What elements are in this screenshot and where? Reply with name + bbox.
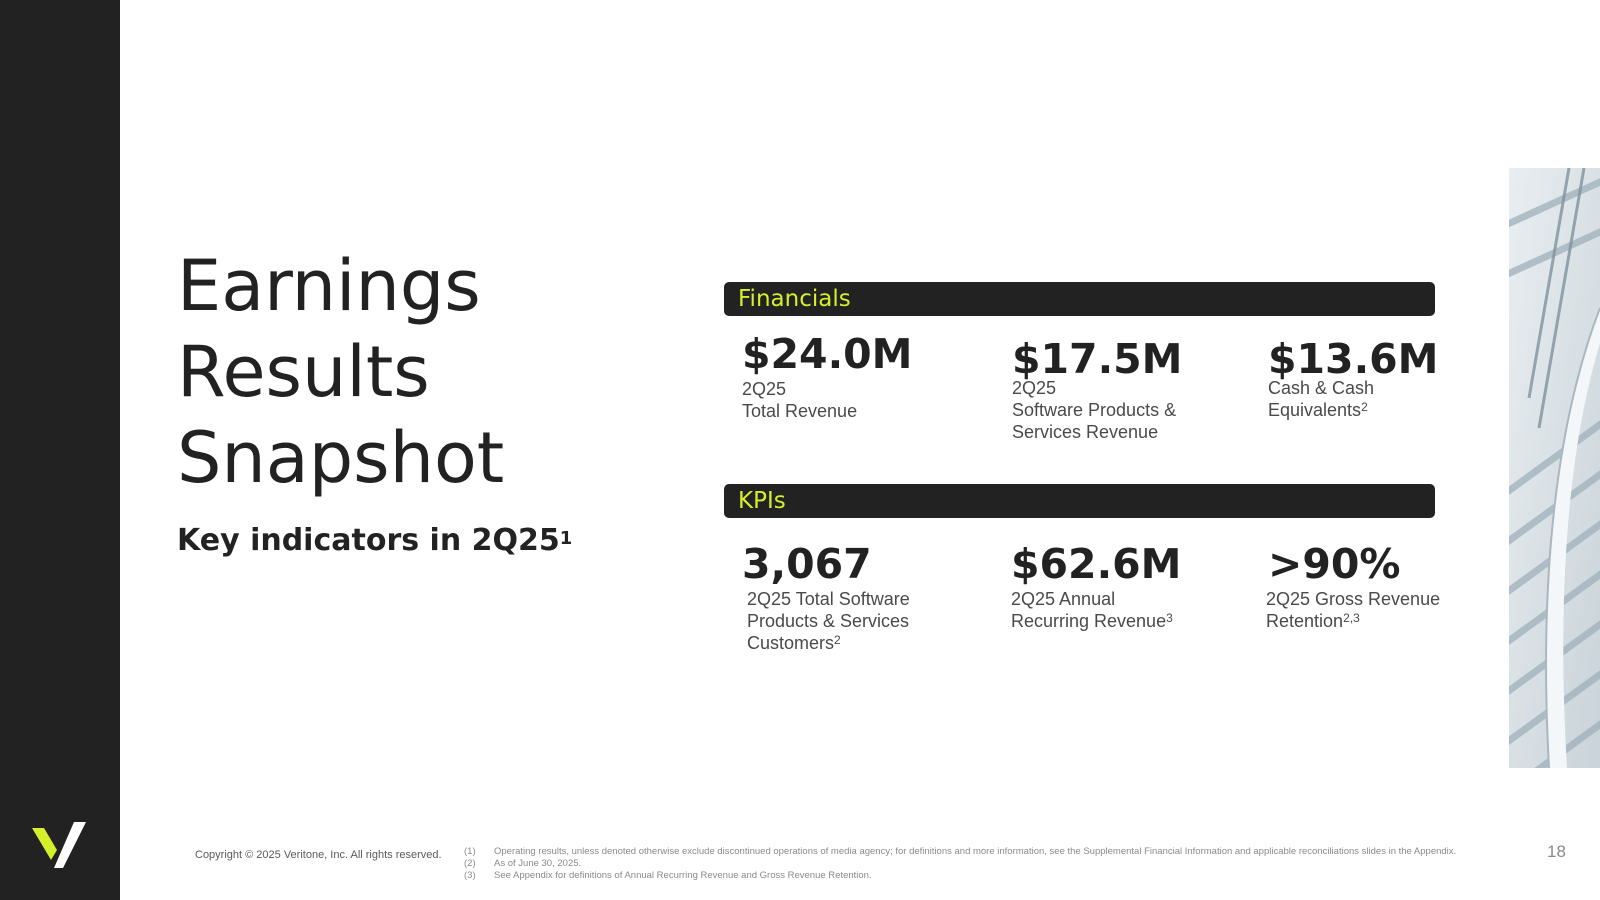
- metric-label-line: Recurring Revenue3: [1011, 610, 1182, 632]
- veritone-logo-icon: [32, 822, 86, 868]
- metric-footnote-ref: 2: [834, 633, 841, 647]
- metric-label-text: Customers: [747, 633, 835, 653]
- metric-value: $17.5M: [1012, 335, 1183, 383]
- metric-label-text: Recurring Revenue: [1011, 611, 1167, 631]
- metric-label-line: 2Q25: [1012, 378, 1057, 398]
- footnote-item: (2) As of June 30, 2025.: [464, 858, 1519, 870]
- metric-label-line: Cash & Cash: [1268, 378, 1375, 398]
- metric-label-line: Retention2,3: [1266, 610, 1440, 632]
- metric-label: Cash & Cash Equivalents2: [1268, 377, 1439, 421]
- subtitle-text: Key indicators in 2Q25: [177, 523, 560, 558]
- metric-label-line: Services Revenue: [1012, 422, 1159, 442]
- metric-label-line: Software Products &: [1012, 400, 1177, 420]
- footnote-item: (3) See Appendix for definitions of Annu…: [464, 870, 1519, 882]
- kpis-header: KPIs: [738, 488, 786, 514]
- sidebar: [0, 0, 120, 900]
- metric-label-text: Retention: [1266, 611, 1344, 631]
- metric-footnote-ref: 3: [1166, 611, 1173, 625]
- metric-label-line: Customers2: [747, 632, 910, 654]
- metric-total-revenue: $24.0M 2Q25 Total Revenue: [742, 330, 913, 422]
- metric-label-text: Equivalents: [1268, 400, 1362, 420]
- page-number: 18: [1547, 842, 1566, 861]
- footnotes: (1) Operating results, unless denoted ot…: [464, 846, 1519, 882]
- metric-value: 3,067: [742, 540, 872, 588]
- footnote-text: As of June 30, 2025.: [494, 858, 582, 869]
- metric-arr: $62.6M 2Q25 Annual Recurring Revenue3: [1011, 540, 1182, 632]
- architecture-photo-graphic: [1509, 168, 1600, 768]
- subtitle-footnote-ref: 1: [559, 528, 573, 549]
- metric-label-line: 2Q25 Annual: [1011, 589, 1116, 609]
- metric-label-line: 2Q25: [742, 379, 787, 399]
- financials-header-bar: Financials: [724, 282, 1435, 316]
- metric-label: 2Q25 Gross Revenue Retention2,3: [1266, 588, 1440, 632]
- metric-cash: $13.6M Cash & Cash Equivalents2: [1268, 335, 1439, 421]
- metric-label: 2Q25 Software Products & Services Revenu…: [1012, 377, 1183, 443]
- footnote-text: Operating results, unless denoted otherw…: [494, 846, 1457, 857]
- metric-label-line: 2Q25 Total Software: [747, 589, 910, 609]
- architecture-photo: [1509, 168, 1600, 768]
- footnote-text: See Appendix for definitions of Annual R…: [494, 870, 872, 881]
- financials-header: Financials: [738, 286, 851, 312]
- metric-value: $62.6M: [1011, 540, 1182, 588]
- kpis-header-bar: KPIs: [724, 484, 1435, 518]
- metric-label-line: Total Revenue: [742, 401, 858, 421]
- slide-title: Earnings Results Snapshot: [177, 243, 504, 501]
- title-line: Snapshot: [177, 417, 505, 499]
- footnote-item: (1) Operating results, unless denoted ot…: [464, 846, 1519, 858]
- footnote-number: (2): [464, 858, 476, 869]
- metric-software-revenue: $17.5M 2Q25 Software Products & Services…: [1012, 335, 1183, 443]
- metric-label: 2Q25 Annual Recurring Revenue3: [1011, 588, 1182, 632]
- copyright-text: Copyright © 2025 Veritone, Inc. All righ…: [195, 849, 442, 861]
- metric-label-line: 2Q25 Gross Revenue: [1266, 589, 1441, 609]
- metric-grr: >90% 2Q25 Gross Revenue Retention2,3: [1266, 540, 1440, 632]
- metric-label-line: Products & Services: [747, 611, 910, 631]
- title-line: Results: [177, 331, 430, 413]
- footnote-number: (3): [464, 870, 476, 881]
- metric-value: $24.0M: [742, 330, 913, 378]
- metric-label: 2Q25 Total Software Products & Services …: [747, 588, 910, 654]
- metric-footnote-ref: 2: [1361, 400, 1368, 414]
- metric-value: >90%: [1268, 540, 1401, 588]
- metric-label: 2Q25 Total Revenue: [742, 378, 913, 422]
- slide-subtitle: Key indicators in 2Q251: [177, 521, 572, 561]
- metric-customers: 3,067 2Q25 Total Software Products & Ser…: [742, 540, 910, 654]
- title-line: Earnings: [177, 245, 481, 327]
- footnote-number: (1): [464, 846, 476, 857]
- metric-footnote-ref: 2,3: [1343, 611, 1360, 625]
- metric-value: $13.6M: [1268, 335, 1439, 383]
- metric-label-line: Equivalents2: [1268, 399, 1439, 421]
